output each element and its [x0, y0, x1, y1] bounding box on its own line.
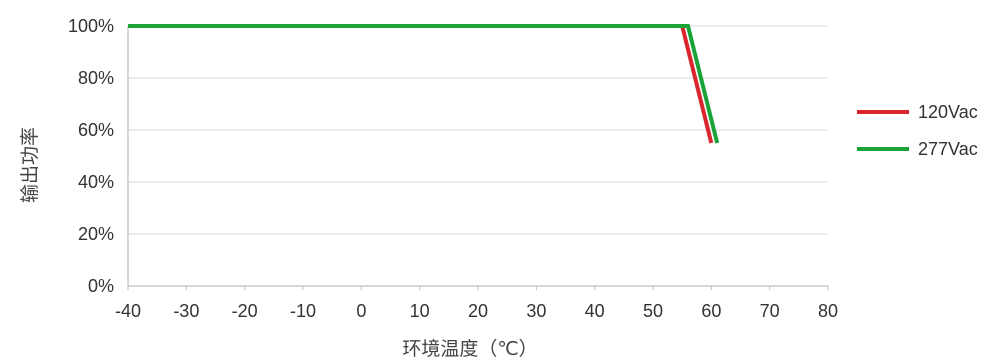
legend: 120Vac 277Vac — [857, 102, 978, 159]
series-lines — [128, 24, 720, 144]
x-tick-label: -20 — [232, 301, 258, 321]
legend-label: 120Vac — [918, 102, 978, 122]
grid-lines — [128, 25, 828, 235]
y-axis-title: 输出功率 — [19, 127, 41, 203]
x-tick-label: 20 — [468, 301, 488, 321]
x-tick-label: 50 — [643, 301, 663, 321]
x-tick-label: 40 — [585, 301, 605, 321]
y-tick-label: 80% — [78, 68, 114, 88]
x-tick-label: -10 — [290, 301, 316, 321]
x-tick-label: 10 — [410, 301, 430, 321]
x-tick-label: -30 — [173, 301, 199, 321]
x-tick-label: 0 — [356, 301, 366, 321]
x-tick-labels: -40 -30 -20 -10 0 10 20 30 40 50 60 70 80 — [115, 301, 838, 321]
x-tick-label: 70 — [760, 301, 780, 321]
x-tick-label: -40 — [115, 301, 141, 321]
legend-label: 277Vac — [918, 139, 978, 159]
x-tick-label: 60 — [701, 301, 721, 321]
y-tick-label: 40% — [78, 172, 114, 192]
series-line — [128, 24, 714, 144]
y-tick-label: 0% — [88, 276, 114, 296]
series-line — [128, 24, 720, 144]
y-tick-label: 20% — [78, 224, 114, 244]
y-tick-label: 100% — [68, 16, 114, 36]
x-tick-label: 80 — [818, 301, 838, 321]
x-axis-title: 环境温度（℃） — [402, 338, 537, 360]
axes — [127, 26, 829, 290]
y-tick-label: 60% — [78, 120, 114, 140]
y-tick-labels: 0% 20% 40% 60% 80% 100% — [68, 16, 114, 296]
x-tick-label: 30 — [526, 301, 546, 321]
